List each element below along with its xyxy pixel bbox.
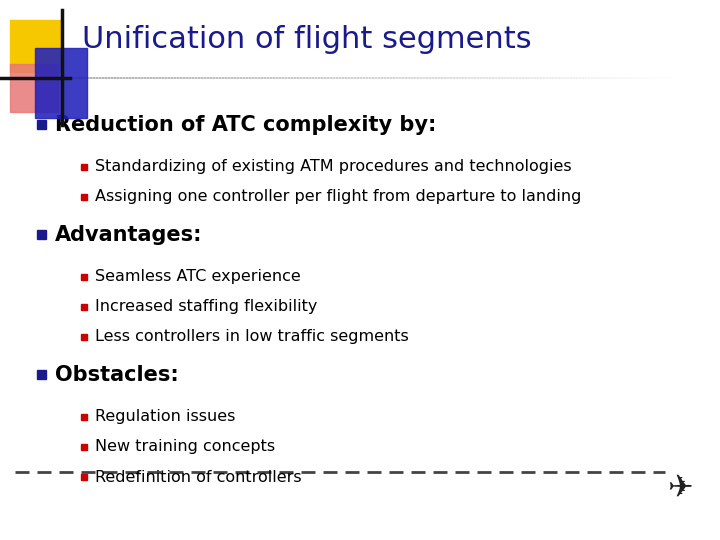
- Text: Reduction of ATC complexity by:: Reduction of ATC complexity by:: [55, 115, 436, 135]
- Text: Seamless ATC experience: Seamless ATC experience: [95, 269, 301, 285]
- Bar: [10, 64, 58, 112]
- Bar: [81, 194, 87, 200]
- Text: New training concepts: New training concepts: [95, 440, 275, 455]
- Bar: [35, 48, 87, 118]
- Text: Advantages:: Advantages:: [55, 225, 202, 245]
- Text: Regulation issues: Regulation issues: [95, 409, 235, 424]
- Text: Standardizing of existing ATM procedures and technologies: Standardizing of existing ATM procedures…: [95, 159, 572, 174]
- Bar: [37, 230, 46, 239]
- Text: Assigning one controller per flight from departure to landing: Assigning one controller per flight from…: [95, 190, 581, 205]
- Bar: [81, 414, 87, 420]
- Bar: [81, 304, 87, 310]
- Text: Unification of flight segments: Unification of flight segments: [82, 25, 531, 55]
- Bar: [81, 474, 87, 480]
- Bar: [37, 370, 46, 379]
- Bar: [81, 274, 87, 280]
- Bar: [37, 120, 46, 129]
- Bar: [81, 444, 87, 450]
- Text: Increased staffing flexibility: Increased staffing flexibility: [95, 300, 318, 314]
- Bar: [10, 20, 62, 72]
- Text: ✈: ✈: [667, 474, 693, 503]
- Text: Redefinition of controllers: Redefinition of controllers: [95, 469, 302, 484]
- Bar: [81, 164, 87, 170]
- Text: Obstacles:: Obstacles:: [55, 365, 179, 385]
- Text: Less controllers in low traffic segments: Less controllers in low traffic segments: [95, 329, 409, 345]
- Bar: [81, 334, 87, 340]
